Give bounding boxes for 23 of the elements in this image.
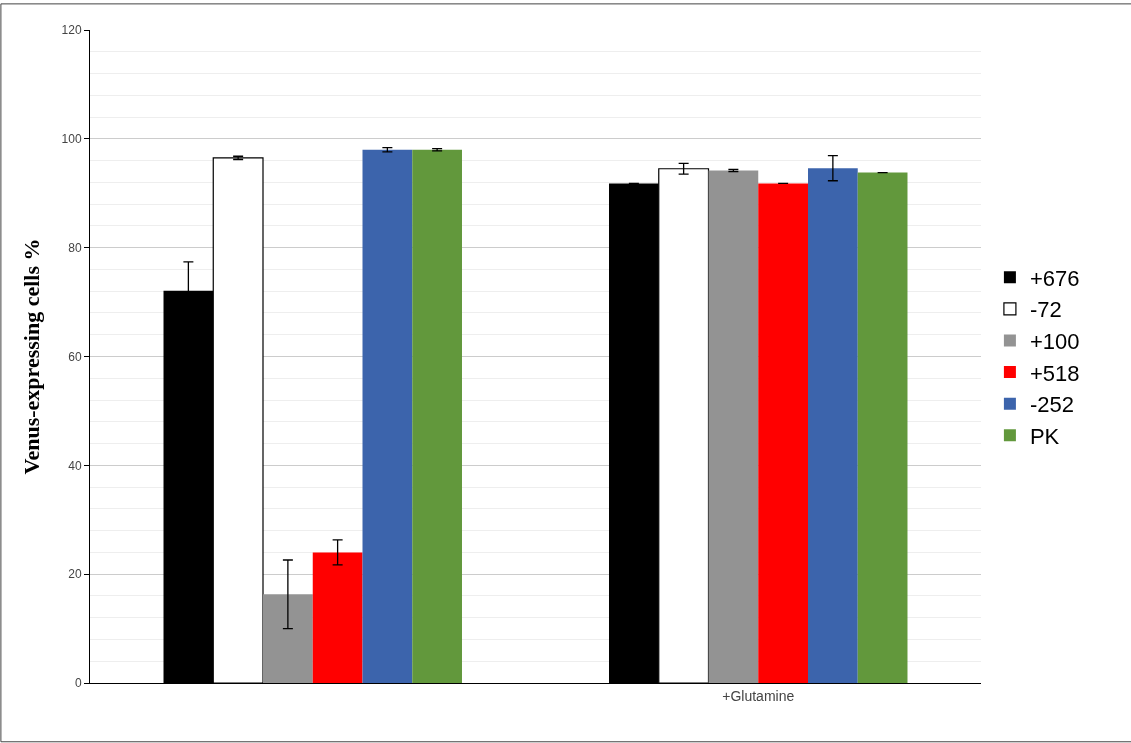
bar (412, 149, 462, 683)
bar (857, 172, 908, 683)
bar (808, 168, 858, 683)
y-tick-label: 60 (68, 349, 82, 364)
y-tick-label: 100 (61, 132, 82, 147)
y-tick-label: 40 (68, 458, 82, 473)
legend-label: +100 (1029, 329, 1080, 355)
bar (758, 183, 808, 683)
y-tick-label: 20 (68, 567, 82, 582)
legend-label: -252 (1029, 392, 1074, 418)
bar (263, 594, 313, 683)
y-axis-title: Venus-expressing cells % (19, 238, 45, 475)
legend-label: +676 (1029, 265, 1080, 291)
x-tick-label: +Glutamine (722, 687, 795, 704)
legend-label: PK (1029, 423, 1060, 449)
bar (362, 149, 413, 683)
legend-label: +518 (1029, 360, 1080, 386)
bar (708, 170, 759, 683)
y-tick-label: 120 (61, 23, 82, 38)
y-tick-label: 80 (68, 240, 82, 255)
y-tick-label: 0 (74, 676, 82, 691)
legend-label: -72 (1029, 297, 1062, 323)
bar (312, 552, 363, 683)
